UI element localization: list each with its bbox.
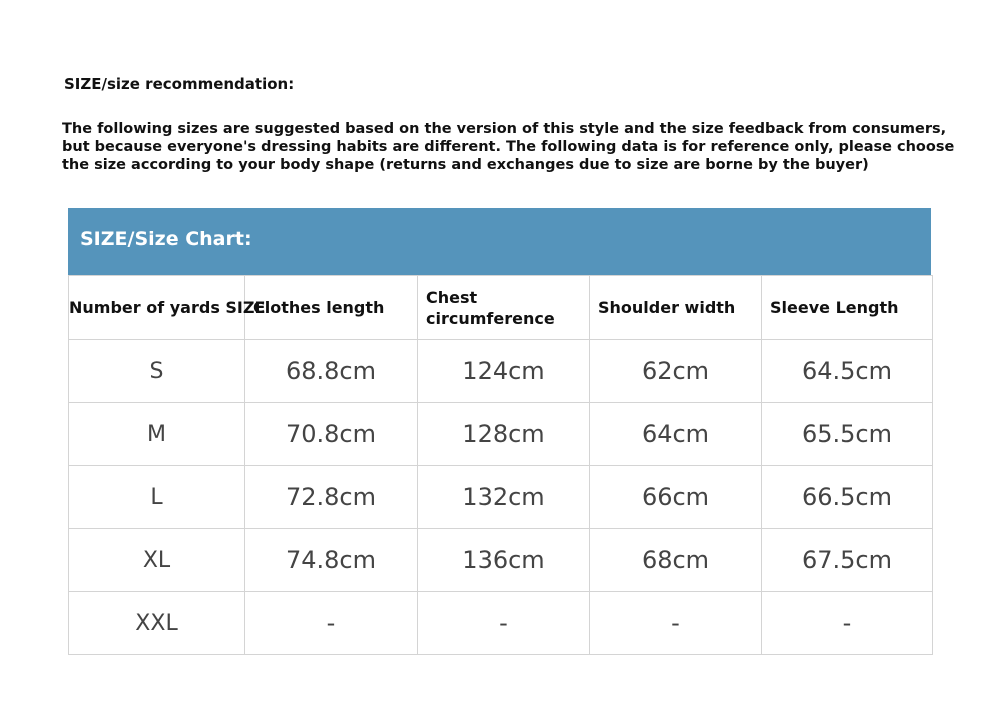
table-row: S 68.8cm 124cm 62cm 64.5cm [68, 339, 933, 403]
header-size: Number of yards SIZE [68, 275, 265, 340]
measurement-cell: 67.5cm [761, 528, 933, 592]
table-row: XL 74.8cm 136cm 68cm 67.5cm [68, 528, 933, 592]
measurement-cell: 124cm [417, 339, 590, 403]
size-chart-title: SIZE/Size Chart: [80, 228, 252, 250]
size-cell: XL [68, 528, 245, 592]
measurement-cell: - [761, 591, 933, 655]
measurement-cell: 132cm [417, 465, 590, 529]
measurement-cell: - [417, 591, 590, 655]
measurement-cell: 128cm [417, 402, 590, 466]
header-chest: Chest circumference [417, 275, 590, 340]
header-sleeve: Sleeve Length [761, 275, 933, 340]
size-cell: M [68, 402, 245, 466]
measurement-cell: 65.5cm [761, 402, 933, 466]
measurement-cell: 70.8cm [244, 402, 418, 466]
table-row: L 72.8cm 132cm 66cm 66.5cm [68, 465, 933, 529]
table-row: XXL - - - - [68, 591, 933, 655]
size-cell: L [68, 465, 245, 529]
size-cell: XXL [68, 591, 245, 655]
table-row: M 70.8cm 128cm 64cm 65.5cm [68, 402, 933, 466]
measurement-cell: 72.8cm [244, 465, 418, 529]
header-clothes-length: Clothes length [244, 275, 418, 340]
size-chart-banner: SIZE/Size Chart: [68, 208, 931, 275]
intro-paragraph: The following sizes are suggested based … [62, 121, 955, 173]
measurement-cell: 66.5cm [761, 465, 933, 529]
measurement-cell: 136cm [417, 528, 590, 592]
measurement-cell: 68cm [589, 528, 762, 592]
size-recommendation-heading: SIZE/size recommendation: [64, 75, 295, 93]
table-header-row: Number of yards SIZE Clothes length Ches… [68, 275, 933, 340]
measurement-cell: - [244, 591, 418, 655]
measurement-cell: 64cm [589, 402, 762, 466]
size-table: Number of yards SIZE Clothes length Ches… [68, 275, 933, 655]
measurement-cell: 68.8cm [244, 339, 418, 403]
header-shoulder: Shoulder width [589, 275, 762, 340]
measurement-cell: 66cm [589, 465, 762, 529]
measurement-cell: 74.8cm [244, 528, 418, 592]
size-cell: S [68, 339, 245, 403]
measurement-cell: 62cm [589, 339, 762, 403]
measurement-cell: - [589, 591, 762, 655]
measurement-cell: 64.5cm [761, 339, 933, 403]
